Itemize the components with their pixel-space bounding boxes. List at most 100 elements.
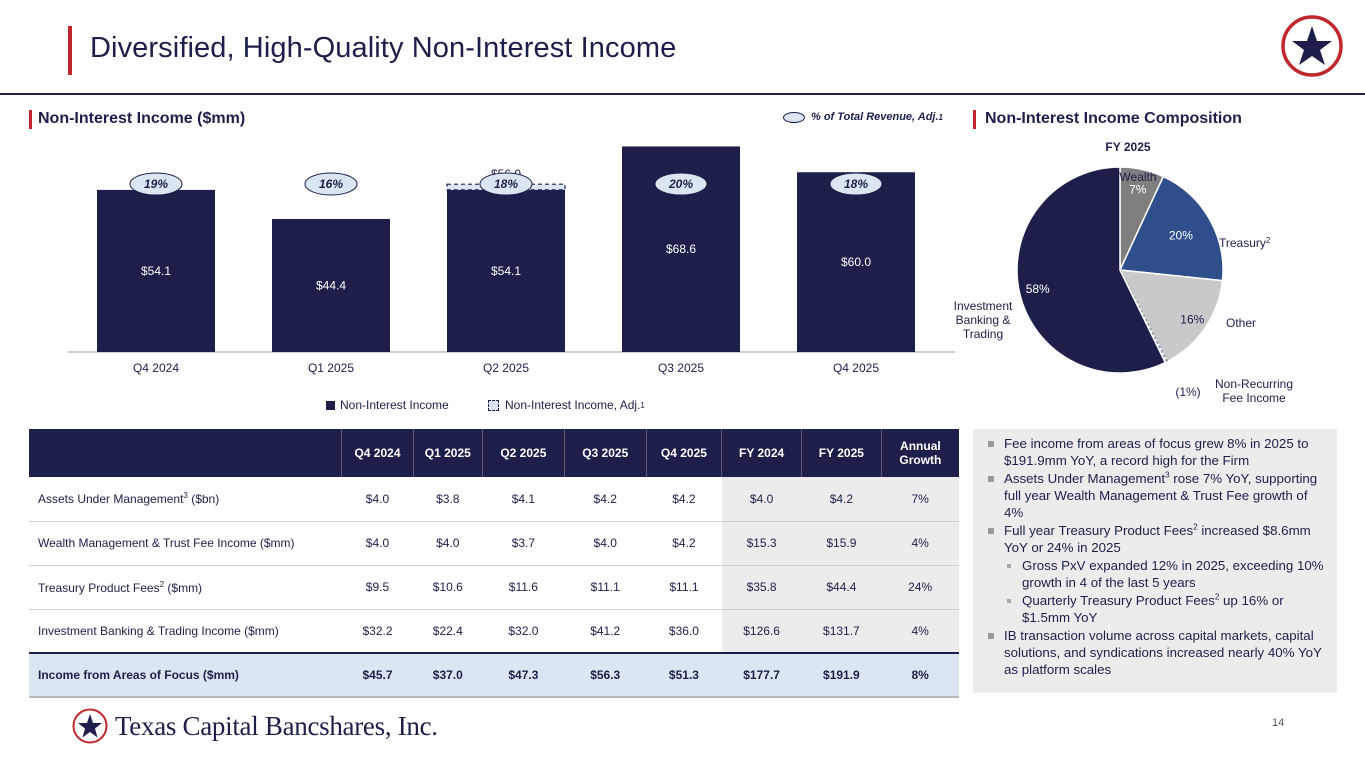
table-cell: $51.3	[646, 652, 722, 698]
page-title: Diversified, High-Quality Non-Interest I…	[90, 32, 677, 64]
table-header-cell: Annual Growth	[881, 429, 959, 477]
bar-chart-section-title: Non-Interest Income ($mm)	[38, 110, 246, 127]
pie-slice-other	[1118, 269, 1224, 363]
table-cell: $11.6	[482, 565, 565, 610]
section-accent-bar	[973, 110, 976, 129]
table-row: Investment Banking & Trading Income ($mm…	[29, 609, 959, 654]
table-cell: $4.0	[721, 477, 802, 522]
table-cell: $4.0	[564, 521, 647, 566]
table-row: Income from Areas of Focus ($mm) $45.7 $37…	[29, 652, 959, 698]
table-header-row: Q4 2024 Q1 2025 Q2 2025 Q3 2025 Q4 2025 FY 20…	[29, 429, 959, 477]
pct-revenue-oval	[304, 172, 358, 196]
table-cell: $47.3	[482, 652, 565, 698]
x-tick-label: Q4 2024	[133, 361, 179, 375]
table-cell: 24%	[881, 565, 959, 610]
income-metrics-table: Q4 2024 Q1 2025 Q2 2025 Q3 2025 Q4 2025 FY 20…	[29, 429, 959, 698]
table-cell: 4%	[881, 521, 959, 566]
table-cell: $4.0	[413, 521, 483, 566]
pct-legend-sup: 1	[938, 112, 943, 122]
section-accent-bar	[29, 110, 32, 129]
table-cell: $191.9	[801, 652, 882, 698]
table-header-cell: Q4 2025	[646, 429, 723, 477]
table-cell: $4.0	[341, 477, 414, 522]
pct-revenue-label: 18%	[844, 177, 868, 191]
highlights-list: Fee income from areas of focus grew 8% i…	[987, 435, 1329, 678]
pie-slice-treasury	[1118, 175, 1224, 282]
x-tick-label: Q2 2025	[483, 361, 529, 375]
table-cell: $32.0	[482, 609, 565, 654]
pie-category-label: Treasury2	[1219, 236, 1271, 251]
star-logo-icon	[72, 708, 108, 744]
pct-revenue-label: 16%	[319, 177, 343, 191]
table-cell: $36.0	[646, 609, 722, 654]
table-cell: $131.7	[801, 609, 882, 654]
page-number: 14	[1272, 717, 1285, 729]
pct-revenue-oval	[654, 172, 708, 196]
bar-value-label: $68.6	[666, 242, 696, 256]
table-cell: $15.3	[721, 521, 802, 566]
pie-slice-investment-banking-trading	[1016, 166, 1167, 374]
table-cell: $4.2	[801, 477, 882, 522]
table-cell: $10.6	[413, 565, 483, 610]
table-header-cell: Q2 2025	[482, 429, 565, 477]
highlight-bullet: Full year Treasury Product Fees2 increas…	[987, 522, 1329, 556]
highlight-sub-bullet: Quarterly Treasury Product Fees2 up 16% …	[987, 592, 1329, 626]
table-body: Assets Under Management3 ($bn) $4.0 $3.8 $4…	[29, 477, 959, 698]
table-cell: $15.9	[801, 521, 882, 566]
highlight-sub-bullet: Gross PxV expanded 12% in 2025, exceedin…	[987, 557, 1329, 591]
highlight-bullet: IB transaction volume across capital mar…	[987, 627, 1329, 678]
row-label: Wealth Management & Trust Fee Income ($m…	[29, 521, 342, 566]
table-row: Assets Under Management3 ($bn) $4.0 $3.8 $4…	[29, 477, 959, 522]
pct-revenue-oval	[129, 172, 183, 196]
pct-revenue-label: 20%	[668, 177, 693, 191]
pie-category-label: Non-Recurring Fee Income	[1215, 377, 1293, 405]
company-name: Texas Capital Bancshares, Inc.	[115, 710, 438, 741]
star-badge-logo	[1281, 15, 1343, 77]
legend-swatch-solid	[326, 400, 335, 410]
pct-revenue-label: 19%	[144, 177, 168, 191]
pie-slice-pct-label: 58%	[1026, 282, 1050, 296]
income-composition-pie-chart: FY 2025 7% 20% 16% 58% Wealth Treasury2 Other In…	[954, 140, 1293, 405]
pct-revenue-oval	[829, 172, 883, 196]
pct-oval-swatch	[783, 111, 805, 123]
table-row: Wealth Management & Trust Fee Income ($m…	[29, 521, 959, 566]
bar-q4-2025	[797, 172, 915, 352]
table-cell: 8%	[881, 652, 959, 698]
row-label: Assets Under Management3 ($bn)	[29, 477, 342, 522]
bar-q2-2025	[447, 189, 565, 352]
table-cell: $4.2	[564, 477, 647, 522]
x-tick-label: Q3 2025	[658, 361, 704, 375]
x-tick-label: Q4 2025	[833, 361, 879, 375]
pie-category-label: Investment Banking & Trading	[954, 299, 1013, 341]
highlight-bullet: Fee income from areas of focus grew 8% i…	[987, 435, 1329, 469]
table-cell: $22.4	[413, 609, 483, 654]
pie-category-label: Other	[1226, 316, 1256, 330]
table-cell: 4%	[881, 609, 959, 654]
pie-slice-pct-label: 16%	[1180, 312, 1204, 326]
table-header-cell: FY 2024	[721, 429, 802, 477]
bar-q4-2024	[97, 189, 215, 352]
pie-title: FY 2025	[1105, 140, 1150, 154]
pie-slice-pct-label: (1%)	[1175, 385, 1200, 399]
bar-value-label: $54.1	[491, 264, 521, 278]
table-header-cell	[29, 429, 343, 477]
header-divider	[0, 93, 1365, 95]
table-cell: $35.8	[721, 565, 802, 610]
bar-value-label: $54.1	[141, 264, 171, 278]
table-cell: $126.6	[721, 609, 802, 654]
composition-section-title: Non-Interest Income Composition	[985, 110, 1242, 127]
table-cell: $4.0	[341, 521, 414, 566]
table-row: Treasury Product Fees2 ($mm) $9.5 $10.6 $11…	[29, 565, 959, 610]
pct-revenue-legend: % of Total Revenue, Adj. 1	[783, 111, 943, 123]
company-logo: Texas Capital Bancshares, Inc.	[72, 708, 438, 744]
legend-label-adj: Non-Interest Income, Adj.	[505, 398, 641, 412]
table-cell: $3.7	[482, 521, 565, 566]
pie-slice-pct-label: 7%	[1129, 183, 1147, 197]
table-header-cell: FY 2025	[801, 429, 882, 477]
table-header-cell: Q1 2025	[413, 429, 483, 477]
pct-revenue-label: 18%	[494, 177, 518, 191]
legend-non-interest-income: Non-Interest Income	[326, 398, 449, 412]
row-label: Investment Banking & Trading Income ($mm…	[29, 609, 342, 654]
table-cell: $11.1	[564, 565, 647, 610]
